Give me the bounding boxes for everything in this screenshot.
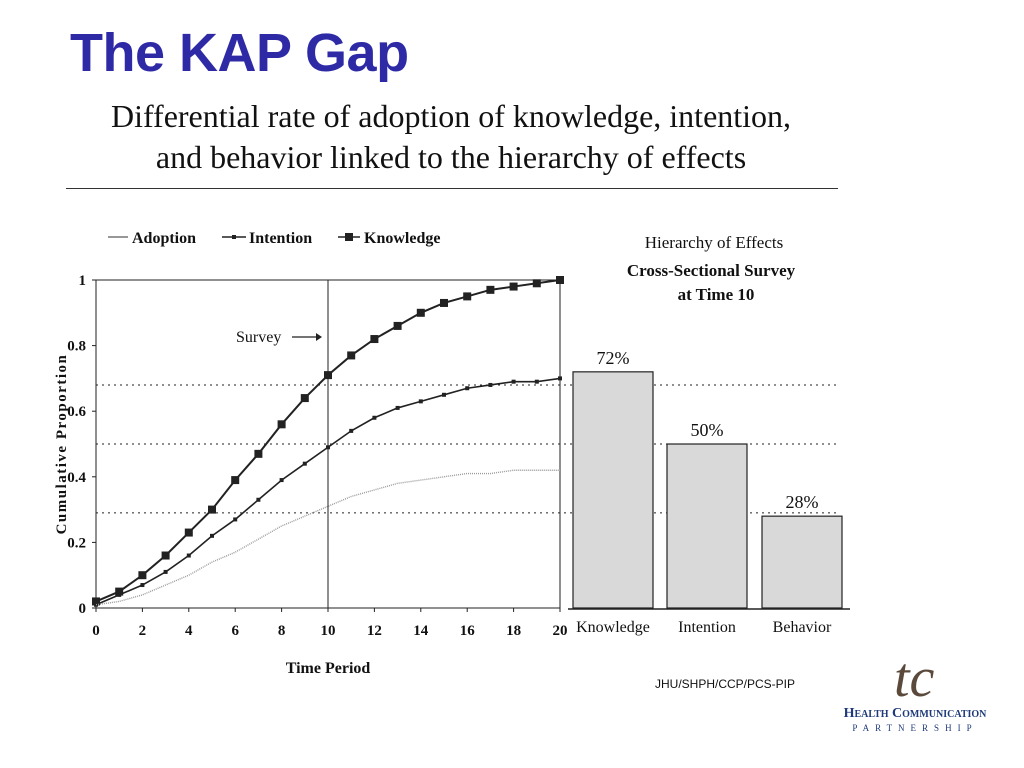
y-tick-label-0.4: 0.4 xyxy=(67,470,86,486)
point-intention-12 xyxy=(372,415,377,420)
point-knowledge-10 xyxy=(324,371,332,380)
bar-category-label-knowledge: Knowledge xyxy=(576,619,650,636)
bar-knowledge xyxy=(572,371,654,609)
point-intention-14 xyxy=(418,399,423,404)
bar-value-label-intention: 50% xyxy=(691,420,724,440)
point-intention-8 xyxy=(279,478,284,483)
x-tick-label-2: 2 xyxy=(139,623,147,639)
point-intention-9 xyxy=(302,461,307,466)
point-intention-2 xyxy=(140,583,145,588)
legend-marker-knowledge xyxy=(345,233,353,241)
y-tick-label-0.8: 0.8 xyxy=(67,339,86,355)
logo-subtitle: PARTNERSHIP xyxy=(852,723,978,733)
x-tick-label-10: 10 xyxy=(321,623,336,639)
point-knowledge-3 xyxy=(161,551,170,560)
x-tick-label-14: 14 xyxy=(413,623,429,639)
point-knowledge-8 xyxy=(277,420,286,429)
x-tick-label-8: 8 xyxy=(278,623,286,639)
bar-panel-title-line-1: Hierarchy of Effects xyxy=(645,233,783,252)
point-knowledge-15 xyxy=(440,298,448,307)
series-line-adoption xyxy=(95,469,560,606)
y-axis-title: Cumulative Proportion xyxy=(54,354,70,535)
point-knowledge-1 xyxy=(115,587,124,596)
survey-label: Survey xyxy=(236,329,281,346)
point-intention-19 xyxy=(534,379,539,384)
bar-category-label-intention: Intention xyxy=(678,619,736,636)
y-tick-label-0: 0 xyxy=(79,601,87,617)
credit-text: JHU/SHPH/CCP/PCS-PIP xyxy=(655,677,796,691)
legend-label-intention: Intention xyxy=(249,230,312,247)
x-tick-label-18: 18 xyxy=(506,623,521,639)
point-knowledge-6 xyxy=(231,476,240,485)
x-tick-label-0: 0 xyxy=(92,623,100,639)
point-knowledge-20 xyxy=(556,276,564,284)
point-knowledge-13 xyxy=(393,321,402,330)
divider-rule xyxy=(66,188,838,189)
bar-panel-title-line-2: Cross-Sectional Survey xyxy=(627,261,796,280)
point-knowledge-16 xyxy=(463,292,472,301)
point-intention-16 xyxy=(465,386,470,391)
bar-intention xyxy=(666,443,748,609)
point-knowledge-2 xyxy=(138,571,147,580)
survey-arrowhead xyxy=(316,333,322,341)
x-tick-label-16: 16 xyxy=(460,623,476,639)
slide-subtitle: Differential rate of adoption of knowled… xyxy=(66,96,836,178)
point-intention-4 xyxy=(186,553,191,558)
point-intention-17 xyxy=(488,382,493,387)
legend-label-knowledge: Knowledge xyxy=(364,230,440,247)
point-intention-5 xyxy=(210,533,214,538)
point-knowledge-18 xyxy=(509,282,518,291)
health-communication-partnership-logo: tc Health Communication PARTNERSHIP xyxy=(830,640,1000,740)
y-tick-label-0.6: 0.6 xyxy=(67,404,86,420)
point-intention-7 xyxy=(256,497,261,502)
point-intention-13 xyxy=(395,405,400,410)
bar-value-label-knowledge: 72% xyxy=(597,348,630,368)
tc-logo-mark: tc xyxy=(894,647,935,709)
bar-category-label-behavior: Behavior xyxy=(773,619,832,636)
point-intention-10 xyxy=(326,445,330,450)
point-knowledge-11 xyxy=(347,351,356,360)
point-knowledge-19 xyxy=(532,279,541,288)
slide-title: The KAP Gap xyxy=(70,23,409,83)
y-tick-label-1: 1 xyxy=(79,273,87,289)
subtitle-line-2: and behavior linked to the hierarchy of … xyxy=(155,139,747,175)
bar-panel-title-line-3: at Time 10 xyxy=(678,285,755,304)
point-intention-18 xyxy=(511,379,516,384)
point-intention-15 xyxy=(442,392,446,397)
bar-behavior xyxy=(761,515,843,609)
bar-chart: Hierarchy of Effects Cross-Sectional Surv… xyxy=(568,233,850,636)
legend-marker-intention xyxy=(232,235,236,239)
logo-name: Health Communication xyxy=(843,706,987,721)
y-tick-label-0.2: 0.2 xyxy=(67,535,86,551)
x-tick-label-20: 20 xyxy=(553,623,568,639)
point-intention-6 xyxy=(233,517,238,522)
point-knowledge-5 xyxy=(208,505,216,514)
point-intention-20 xyxy=(558,376,562,381)
subtitle-line-1: Differential rate of adoption of knowled… xyxy=(110,98,792,134)
point-knowledge-12 xyxy=(370,335,379,344)
x-tick-label-6: 6 xyxy=(231,623,239,639)
point-knowledge-14 xyxy=(416,308,425,317)
point-knowledge-7 xyxy=(254,449,263,458)
point-knowledge-4 xyxy=(184,528,193,537)
x-tick-label-4: 4 xyxy=(185,623,193,639)
x-axis-title: Time Period xyxy=(286,660,371,677)
point-intention-3 xyxy=(163,569,168,574)
point-knowledge-0 xyxy=(92,597,100,606)
point-knowledge-17 xyxy=(486,285,495,294)
point-knowledge-9 xyxy=(300,394,309,403)
line-chart: Survey 0 2 4 6 8 10 12 14 16 18 20 0 0.2 0.4 0.6 0.8 1 Tim… xyxy=(54,230,836,677)
logo-mark-text: tc xyxy=(894,647,935,706)
point-intention-1 xyxy=(117,592,122,597)
x-tick-label-12: 12 xyxy=(367,623,382,639)
point-intention-11 xyxy=(349,428,354,433)
legend-label-adoption: Adoption xyxy=(132,230,196,247)
bar-value-label-behavior: 28% xyxy=(786,492,819,512)
